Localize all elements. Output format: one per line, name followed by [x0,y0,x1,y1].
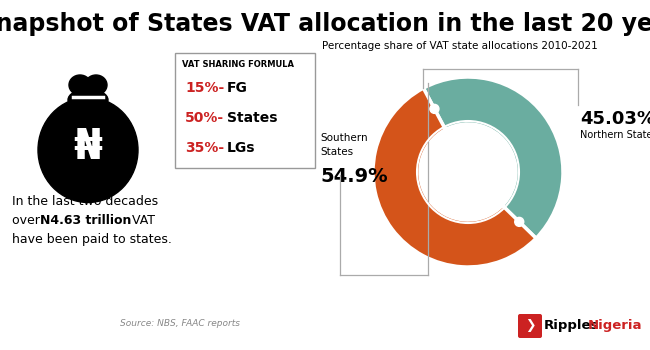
Wedge shape [423,77,563,238]
Text: States: States [320,147,353,157]
Text: ₦: ₦ [73,126,103,168]
Text: 50%-: 50%- [185,111,224,125]
FancyBboxPatch shape [175,53,315,168]
Text: VAT SHARING FORMULA: VAT SHARING FORMULA [182,60,294,69]
Text: 35%-: 35%- [185,141,224,155]
Text: 54.9%: 54.9% [320,167,387,186]
Wedge shape [373,88,536,267]
FancyBboxPatch shape [518,314,542,338]
Ellipse shape [69,75,91,95]
Text: LGs: LGs [227,141,255,155]
Text: Source: NBS, FAAC reports: Source: NBS, FAAC reports [120,319,240,328]
Text: VAT: VAT [128,214,155,227]
Text: have been paid to states.: have been paid to states. [12,233,172,246]
Text: States: States [227,111,278,125]
Text: 15%-: 15%- [185,81,224,95]
Text: Northern States: Northern States [580,130,650,140]
Text: Percentage share of VAT state allocations 2010-2021: Percentage share of VAT state allocation… [322,41,598,51]
Circle shape [515,217,524,226]
Text: Ripples: Ripples [544,320,599,332]
Text: over: over [12,214,44,227]
Text: In the last two decades: In the last two decades [12,195,158,208]
Ellipse shape [85,75,107,95]
Circle shape [430,104,439,113]
Text: A snapshot of States VAT allocation in the last 20 years: A snapshot of States VAT allocation in t… [0,12,650,36]
Ellipse shape [68,89,108,111]
Text: ❯: ❯ [525,320,535,332]
Text: 45.03%: 45.03% [580,110,650,128]
Ellipse shape [38,98,138,203]
Text: FG: FG [227,81,248,95]
Text: Nigeria: Nigeria [588,320,642,332]
Text: N4.63 trillion: N4.63 trillion [40,214,131,227]
Text: Southern: Southern [320,133,368,143]
